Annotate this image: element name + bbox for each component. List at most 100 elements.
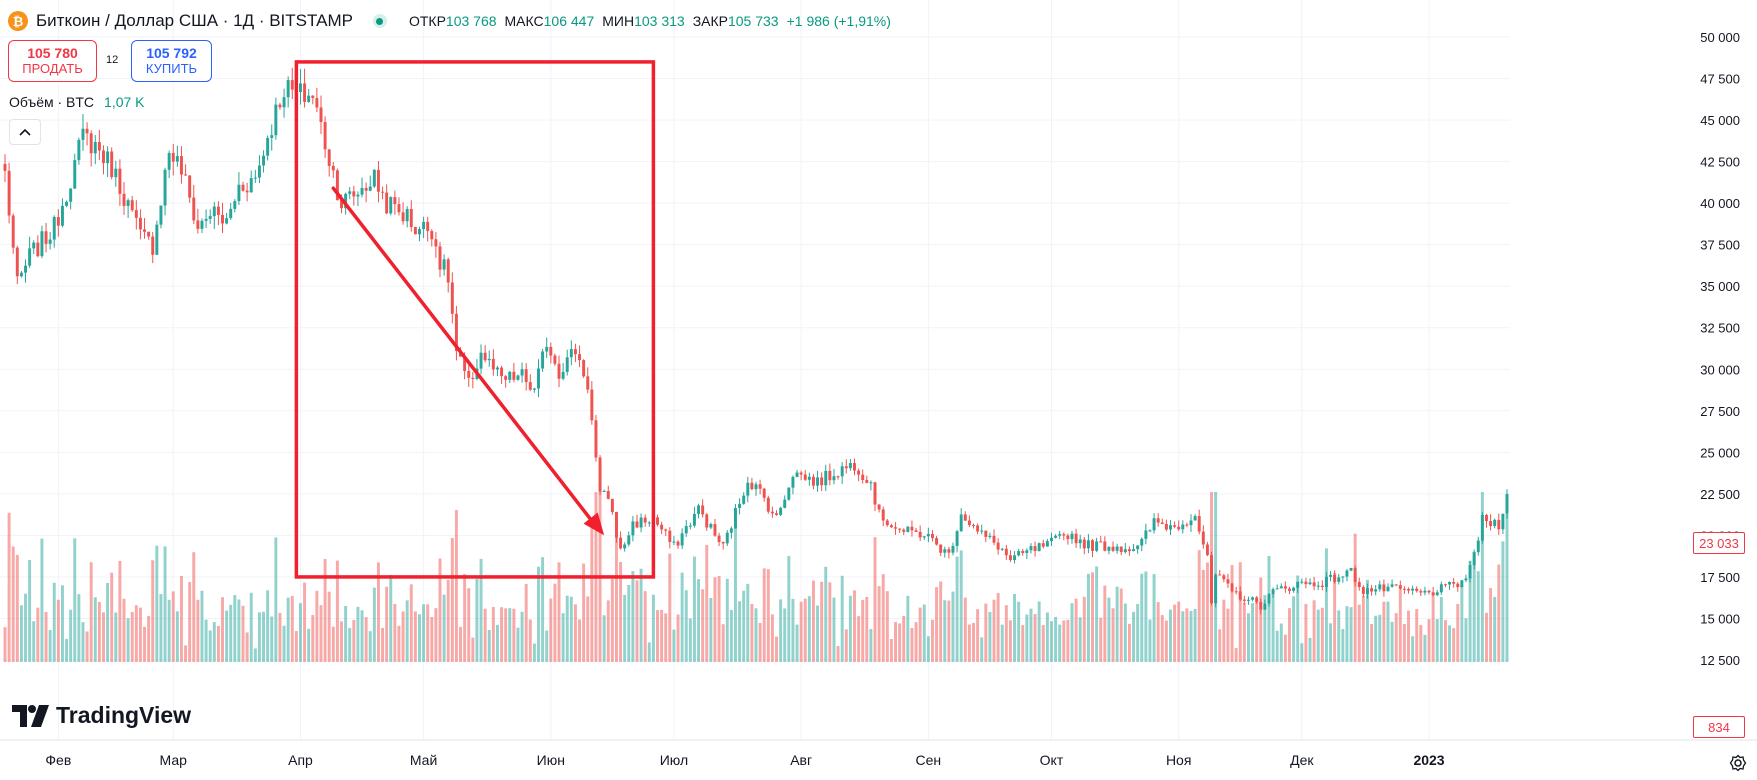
volume-bar [762,568,766,662]
volume-bar [972,622,975,662]
symbol-title[interactable]: Биткоин / Доллар США · 1Д · BITSTAMP [36,11,353,30]
candle-body [1267,593,1271,604]
candle-body [385,192,389,214]
candle-body [1304,581,1308,585]
volume-bar [832,597,836,662]
candle-body [578,354,582,361]
candle-body [311,95,315,99]
volume-bar [393,604,397,662]
volume-bar [561,613,565,662]
volume-bar [992,599,996,662]
tradingview-logo-icon [12,704,49,727]
high-value: 106 447 [543,13,595,29]
volume-legend: Объём · BTC 1,07 K [9,94,145,110]
candle-body [779,507,783,515]
candle-body [799,472,803,475]
volume-bar [1123,603,1127,662]
volume-bar [212,622,216,662]
candle-body [323,122,327,150]
candle-body [1407,588,1410,591]
candle-body [1045,541,1049,547]
volume-bar [171,591,175,662]
volume-bar [1394,613,1398,662]
candle-body [179,156,183,175]
volume-bar [147,615,151,662]
volume-bar [356,606,360,662]
volume-bar [672,629,676,662]
candle-body [118,168,122,194]
candle-body [426,221,430,232]
volume-bar [1312,600,1316,662]
volume-bar [935,587,939,662]
volume-bar [1119,588,1123,662]
sell-button[interactable]: 105 780 ПРОДАТЬ [8,40,97,82]
volume-bar [479,558,483,662]
candle-body [803,474,807,480]
candle-body [97,141,101,151]
volume-bar [1411,636,1415,662]
candle-body [114,168,118,178]
volume-bar [15,554,19,662]
volume-bar [623,594,627,662]
candle-body [910,526,914,531]
bitcoin-coin-icon: ₿ [8,11,28,31]
candle-body [274,104,278,136]
volume-bar [1144,571,1148,662]
candle-body [980,530,984,532]
volume-bar [405,600,409,662]
tradingview-logo[interactable]: TradingView [12,702,191,729]
candle-body [266,137,270,156]
candle-body [504,376,508,380]
candle-body [282,97,286,108]
volume-bar [495,624,499,662]
chart-settings-icon[interactable] [1729,754,1747,772]
volume-bar [668,553,672,662]
volume-bar [1365,579,1369,662]
volume-bar [1402,624,1406,662]
candle-body [307,95,311,102]
candle-body [1435,592,1439,596]
collapse-legend-button[interactable] [9,119,41,145]
volume-bar [77,594,81,662]
volume-bar [430,617,434,662]
volume-bar [151,560,155,662]
volume-bar [1111,608,1115,662]
candle-body [487,358,491,361]
candle-body [721,541,725,544]
volume-bar [1189,610,1193,662]
candle-body [36,242,40,257]
volume-bar [754,608,758,662]
candle-body [865,479,869,483]
volume-bar [1435,619,1439,662]
candle-body [1448,582,1452,585]
candle-body [840,466,844,477]
candle-body [208,216,212,219]
buy-button[interactable]: 105 792 КУПИТЬ [131,40,212,82]
volume-bar [902,615,906,662]
candle-body [930,533,934,539]
buy-label: КУПИТЬ [145,61,198,76]
volume-bar [290,595,294,662]
candle-body [573,349,577,355]
volume-bar [1456,603,1460,662]
candle-body [175,156,179,162]
candle-body [245,190,249,193]
volume-bar [245,632,249,662]
volume-bar [573,604,577,662]
candle-body [397,204,401,213]
candle-body [1460,580,1464,588]
candle-body [836,476,840,478]
volume-bar [734,522,737,662]
volume-bar [721,624,725,662]
volume-bar [1152,574,1156,662]
volume-bar [783,608,787,662]
volume-bar [307,628,311,662]
volume-bar [1246,613,1250,662]
volume-bar [898,623,902,662]
volume-bar [647,642,651,662]
candle-body [631,521,635,536]
candle-body [1370,588,1374,592]
candle-body [454,313,458,351]
volume-bar [319,605,323,662]
